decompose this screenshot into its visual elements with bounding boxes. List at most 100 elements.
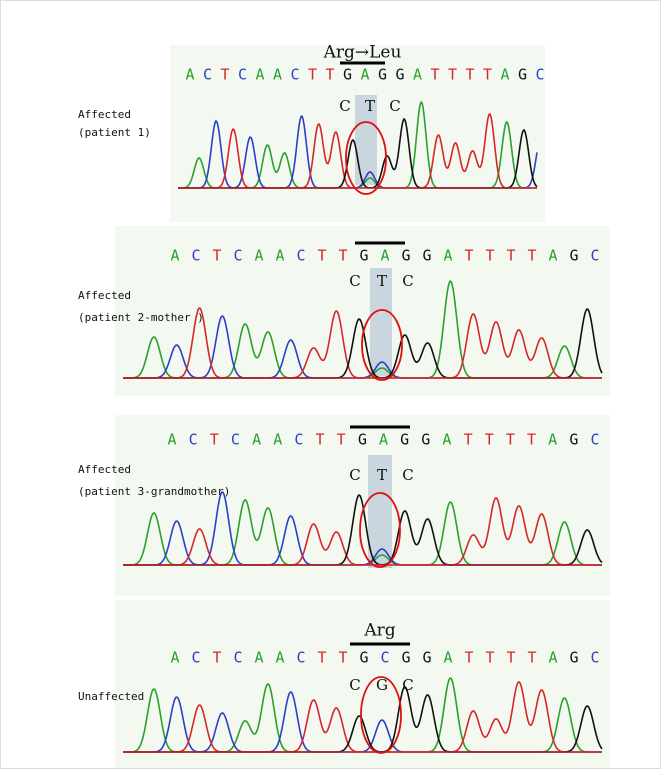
base: C	[290, 66, 299, 84]
base: A	[275, 649, 284, 667]
base: G	[569, 431, 578, 449]
figure: Arg→LeuACTCAACTTGAGGATTTTAGCCTCAffected(…	[0, 0, 661, 769]
base: C	[203, 66, 212, 84]
base: C	[296, 649, 305, 667]
base: G	[378, 66, 387, 84]
base: A	[380, 247, 389, 265]
base: C	[380, 649, 389, 667]
base: T	[317, 247, 326, 265]
base: T	[483, 66, 492, 84]
base: A	[379, 431, 388, 449]
sample-label: (patient 2-mother )	[78, 311, 204, 324]
sample-label: (patient 1)	[78, 126, 151, 139]
base: A	[360, 66, 369, 84]
codon-base: C	[339, 97, 350, 115]
base: G	[395, 66, 404, 84]
base: T	[220, 66, 229, 84]
base: C	[296, 247, 305, 265]
sample-label: Affected	[78, 289, 131, 302]
base: T	[465, 66, 474, 84]
sample-label: Affected	[78, 463, 131, 476]
base: C	[535, 66, 544, 84]
base: G	[359, 649, 368, 667]
base: A	[413, 66, 422, 84]
base: G	[518, 66, 527, 84]
base: T	[506, 649, 515, 667]
base: T	[316, 431, 325, 449]
base: C	[233, 247, 242, 265]
annotation: Arg	[363, 621, 395, 641]
base: T	[506, 431, 515, 449]
base: T	[308, 66, 317, 84]
base: A	[548, 247, 557, 265]
base: A	[170, 649, 179, 667]
base: A	[273, 66, 282, 84]
base: T	[464, 247, 473, 265]
codon-base: C	[389, 97, 400, 115]
base: G	[569, 649, 578, 667]
base: A	[442, 431, 451, 449]
sample-label: Unaffected	[78, 690, 144, 703]
base: T	[430, 66, 439, 84]
base: A	[548, 431, 557, 449]
base: T	[527, 247, 536, 265]
base: T	[210, 431, 219, 449]
base: A	[254, 649, 263, 667]
base: C	[189, 431, 198, 449]
base: C	[191, 649, 200, 667]
base: T	[448, 66, 457, 84]
base: G	[343, 66, 352, 84]
base: T	[506, 247, 515, 265]
base: T	[527, 431, 536, 449]
base: T	[338, 247, 347, 265]
base: T	[325, 66, 334, 84]
base: C	[191, 247, 200, 265]
base: G	[401, 247, 410, 265]
base: G	[400, 431, 409, 449]
base: A	[167, 431, 176, 449]
codon-base: C	[402, 466, 413, 484]
base: A	[443, 649, 452, 667]
base: C	[590, 247, 599, 265]
base: G	[422, 649, 431, 667]
base: A	[254, 247, 263, 265]
base: T	[485, 649, 494, 667]
base: A	[252, 431, 261, 449]
codon-base: C	[402, 272, 413, 290]
base: T	[337, 431, 346, 449]
base: A	[548, 649, 557, 667]
base: A	[170, 247, 179, 265]
codon-base: C	[349, 272, 360, 290]
codon-base: T	[377, 272, 387, 290]
codon-base: C	[349, 466, 360, 484]
base: G	[401, 649, 410, 667]
base: T	[212, 649, 221, 667]
base: G	[359, 247, 368, 265]
codon-base: T	[377, 466, 387, 484]
base: G	[421, 431, 430, 449]
base: C	[590, 431, 599, 449]
base: T	[464, 431, 473, 449]
base: T	[212, 247, 221, 265]
base: C	[294, 431, 303, 449]
base: A	[500, 66, 509, 84]
base: T	[317, 649, 326, 667]
base: C	[233, 649, 242, 667]
base: A	[275, 247, 284, 265]
base: G	[358, 431, 367, 449]
base: G	[569, 247, 578, 265]
base: T	[485, 247, 494, 265]
base: T	[338, 649, 347, 667]
base: A	[273, 431, 282, 449]
base: C	[231, 431, 240, 449]
base: C	[590, 649, 599, 667]
codon-base: C	[349, 676, 360, 694]
annotation: Arg→Leu	[323, 43, 402, 63]
base: T	[527, 649, 536, 667]
base: A	[185, 66, 194, 84]
sample-label: Affected	[78, 108, 131, 121]
base: C	[238, 66, 247, 84]
codon-base: T	[365, 97, 375, 115]
base: A	[255, 66, 264, 84]
base: A	[443, 247, 452, 265]
